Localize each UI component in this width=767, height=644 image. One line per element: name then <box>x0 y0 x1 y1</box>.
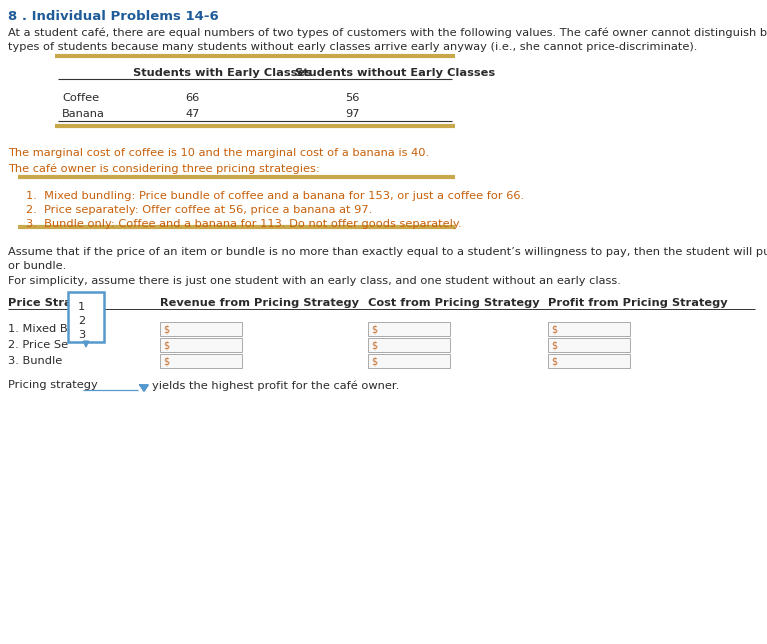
FancyBboxPatch shape <box>368 354 450 368</box>
FancyBboxPatch shape <box>160 338 242 352</box>
Text: Students with Early Classes: Students with Early Classes <box>133 68 312 78</box>
Text: 1: 1 <box>78 302 85 312</box>
Text: 2. Price Se: 2. Price Se <box>8 340 68 350</box>
Text: At a student café, there are equal numbers of two types of customers with the fo: At a student café, there are equal numbe… <box>8 27 767 37</box>
Text: 1. Mixed Bu: 1. Mixed Bu <box>8 324 75 334</box>
FancyBboxPatch shape <box>368 322 450 336</box>
Text: Coffee: Coffee <box>62 93 99 103</box>
Text: 8 . Individual Problems 14-6: 8 . Individual Problems 14-6 <box>8 10 219 23</box>
Text: $: $ <box>371 356 377 366</box>
Text: $: $ <box>551 324 557 334</box>
Text: The café owner is considering three pricing strategies:: The café owner is considering three pric… <box>8 163 320 173</box>
FancyBboxPatch shape <box>548 354 630 368</box>
Text: 2.  Price separately: Offer coffee at 56, price a banana at 97.: 2. Price separately: Offer coffee at 56,… <box>26 205 372 215</box>
Text: The marginal cost of coffee is 10 and the marginal cost of a banana is 40.: The marginal cost of coffee is 10 and th… <box>8 148 429 158</box>
Text: 3: 3 <box>78 330 85 340</box>
Text: Assume that if the price of an item or bundle is no more than exactly equal to a: Assume that if the price of an item or b… <box>8 247 767 257</box>
Text: 97: 97 <box>345 109 360 119</box>
Text: $: $ <box>371 324 377 334</box>
Text: 1.  Mixed bundling: Price bundle of coffee and a banana for 153, or just a coffe: 1. Mixed bundling: Price bundle of coffe… <box>26 191 524 201</box>
Text: Banana: Banana <box>62 109 105 119</box>
FancyBboxPatch shape <box>160 354 242 368</box>
Text: 56: 56 <box>345 93 360 103</box>
Text: 47: 47 <box>185 109 199 119</box>
Text: $: $ <box>551 356 557 366</box>
Text: Profit from Pricing Strategy: Profit from Pricing Strategy <box>548 298 728 308</box>
Text: Revenue from Pricing Strategy: Revenue from Pricing Strategy <box>160 298 359 308</box>
FancyBboxPatch shape <box>368 338 450 352</box>
Text: $: $ <box>551 340 557 350</box>
Text: For simplicity, assume there is just one student with an early class, and one st: For simplicity, assume there is just one… <box>8 276 621 286</box>
Text: $: $ <box>163 340 170 350</box>
Text: $: $ <box>371 340 377 350</box>
Text: Cost from Pricing Strategy: Cost from Pricing Strategy <box>368 298 540 308</box>
Text: 3.  Bundle only: Coffee and a banana for 113. Do not offer goods separately.: 3. Bundle only: Coffee and a banana for … <box>26 219 462 229</box>
Text: types of students because many students without early classes arrive early anywa: types of students because many students … <box>8 42 697 52</box>
Text: yields the highest profit for the café owner.: yields the highest profit for the café o… <box>152 380 400 390</box>
Text: 3. Bundle: 3. Bundle <box>8 356 62 366</box>
Text: 2: 2 <box>78 316 85 326</box>
FancyBboxPatch shape <box>68 292 104 342</box>
Text: Pricing strategy: Pricing strategy <box>8 380 97 390</box>
FancyBboxPatch shape <box>548 338 630 352</box>
Text: Students without Early Classes: Students without Early Classes <box>295 68 495 78</box>
Text: $: $ <box>163 356 170 366</box>
Polygon shape <box>140 385 148 391</box>
Text: 66: 66 <box>185 93 199 103</box>
FancyBboxPatch shape <box>160 322 242 336</box>
Text: Price Stra: Price Stra <box>8 298 72 308</box>
Text: or bundle.: or bundle. <box>8 261 66 271</box>
FancyBboxPatch shape <box>548 322 630 336</box>
Text: $: $ <box>163 324 170 334</box>
